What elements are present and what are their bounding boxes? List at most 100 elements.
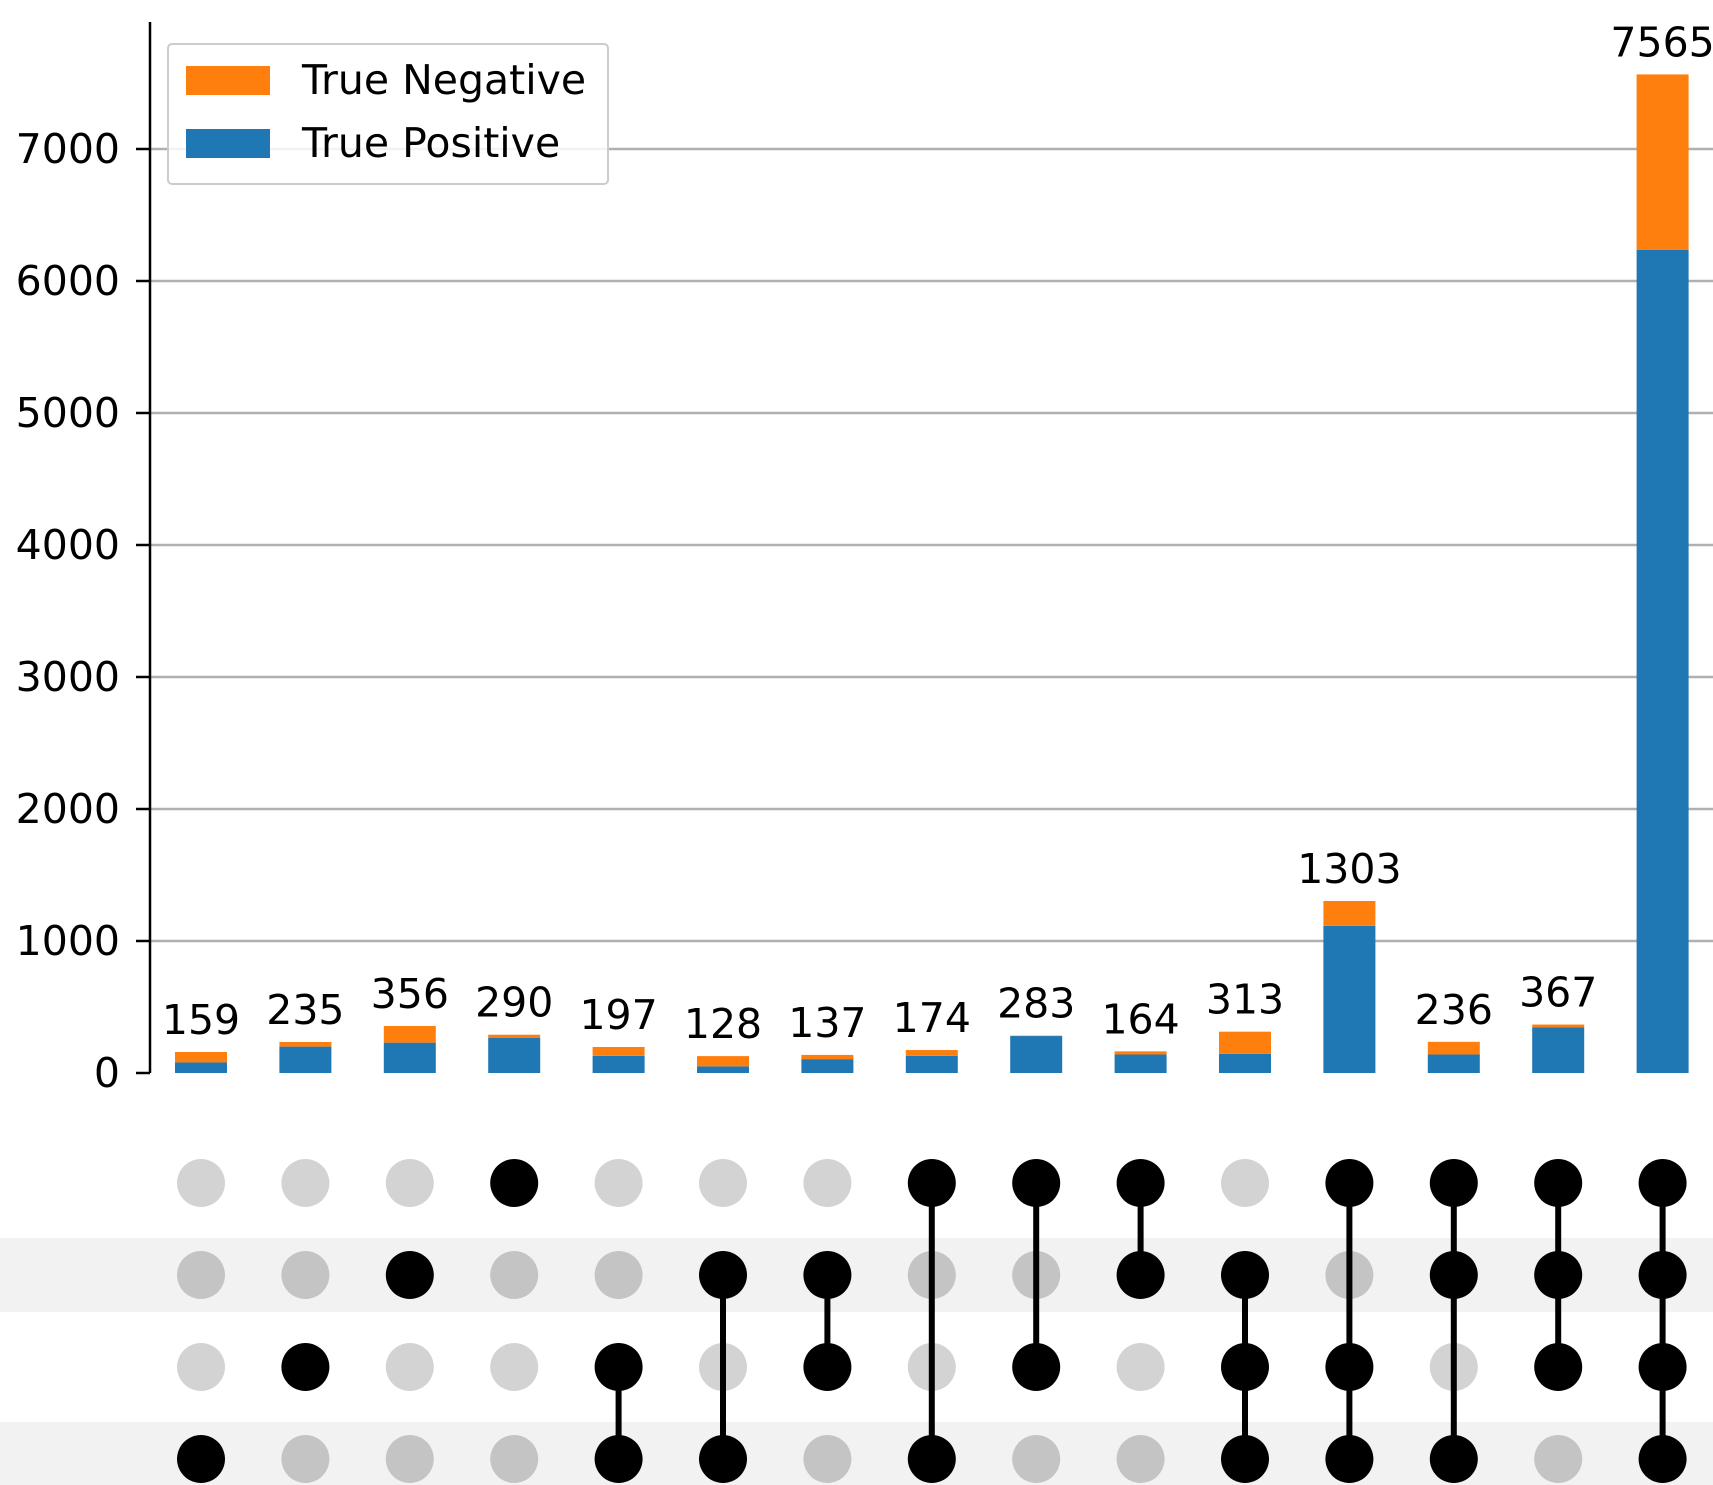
matrix-dot-active-c14-r0 xyxy=(1638,1159,1687,1207)
matrix-dot-inactive-c2-r0 xyxy=(385,1159,434,1207)
bar-true-negative-3 xyxy=(488,1034,541,1039)
matrix-dot-active-c8-r2 xyxy=(1012,1343,1061,1391)
y-axis: 0 1000 2000 3000 4000 5000 6000 7000 xyxy=(16,22,152,1097)
bar-total-label-10: 313 xyxy=(1206,976,1284,1024)
grid-lines xyxy=(150,147,1713,943)
bar-true-negative-2 xyxy=(383,1026,436,1043)
matrix-dot-inactive-c3-r3 xyxy=(490,1435,539,1483)
matrix-dot-inactive-c2-r2 xyxy=(385,1343,434,1391)
y-tick-label-2000: 2000 xyxy=(16,785,120,833)
bar-true-negative-13 xyxy=(1532,1024,1585,1028)
bar-true-positive-14 xyxy=(1636,249,1689,1074)
bar-total-label-8: 283 xyxy=(997,980,1075,1028)
matrix-dot-active-c3-r0 xyxy=(490,1159,539,1207)
matrix-dot-inactive-c1-r3 xyxy=(281,1435,330,1483)
bar-true-positive-2 xyxy=(383,1042,436,1073)
matrix-dot-inactive-c6-r0 xyxy=(803,1159,852,1207)
bar-true-positive-12 xyxy=(1427,1054,1480,1073)
legend-label-true-negative: True Negative xyxy=(301,56,586,104)
matrix-dot-inactive-c5-r0 xyxy=(699,1159,747,1207)
bar-true-negative-7 xyxy=(905,1050,958,1056)
matrix-dot-inactive-c3-r2 xyxy=(490,1343,539,1391)
bars xyxy=(175,74,1689,1074)
matrix-dot-active-c11-r3 xyxy=(1325,1435,1374,1483)
y-tick-label-0: 0 xyxy=(94,1049,120,1097)
matrix-dot-inactive-c4-r0 xyxy=(594,1159,643,1207)
matrix-dot-inactive-c3-r1 xyxy=(490,1251,539,1299)
y-tick-label-1000: 1000 xyxy=(16,917,120,965)
matrix-dot-active-c11-r0 xyxy=(1325,1159,1374,1207)
legend-swatch-true-positive xyxy=(186,129,270,158)
bar-true-positive-9 xyxy=(1114,1054,1167,1073)
matrix-dot-active-c14-r3 xyxy=(1638,1435,1687,1483)
bar-true-negative-12 xyxy=(1427,1041,1480,1055)
bar-total-label-12: 236 xyxy=(1415,986,1493,1034)
bar-total-label-3: 290 xyxy=(475,979,553,1027)
legend-frame xyxy=(167,43,609,185)
bar-total-label-1: 235 xyxy=(266,986,344,1034)
matrix-dot-active-c10-r1 xyxy=(1221,1251,1269,1299)
matrix-dot-active-c14-r2 xyxy=(1638,1343,1687,1391)
bar-true-positive-4 xyxy=(592,1055,645,1073)
bar-true-positive-13 xyxy=(1532,1027,1585,1073)
y-tick-label-4000: 4000 xyxy=(16,521,120,569)
bar-total-label-13: 367 xyxy=(1519,969,1597,1017)
matrix-dot-active-c7-r0 xyxy=(907,1159,956,1207)
bar-true-negative-14 xyxy=(1636,74,1689,250)
matrix-dot-inactive-c0-r2 xyxy=(177,1343,225,1391)
matrix-dot-inactive-c13-r3 xyxy=(1534,1435,1583,1483)
y-tick-label-5000: 5000 xyxy=(16,389,120,437)
matrix-dot-inactive-c6-r3 xyxy=(803,1435,852,1483)
matrix-dot-active-c13-r1 xyxy=(1534,1251,1583,1299)
bar-total-label-14: 7565 xyxy=(1610,18,1713,66)
matrix-dot-inactive-c8-r3 xyxy=(1012,1435,1061,1483)
bar-true-positive-8 xyxy=(1010,1036,1063,1073)
bar-total-label-0: 159 xyxy=(162,996,240,1044)
bar-true-negative-1 xyxy=(279,1041,332,1047)
matrix-dot-active-c7-r3 xyxy=(907,1435,956,1483)
legend-swatch-true-negative xyxy=(186,66,270,95)
matrix-dot-active-c11-r2 xyxy=(1325,1343,1374,1391)
matrix-dot-inactive-c0-r0 xyxy=(177,1159,225,1207)
matrix-dot-inactive-c2-r3 xyxy=(385,1435,434,1483)
bar-true-positive-6 xyxy=(801,1059,854,1073)
matrix-dot-active-c9-r1 xyxy=(1116,1251,1165,1299)
y-tick-label-7000: 7000 xyxy=(16,125,120,173)
bar-true-positive-3 xyxy=(488,1038,541,1073)
bar-true-negative-6 xyxy=(801,1054,854,1060)
matrix-dot-active-c5-r3 xyxy=(699,1435,747,1483)
bar-total-label-2: 356 xyxy=(371,970,449,1018)
matrix-dot-inactive-c4-r1 xyxy=(594,1251,643,1299)
matrix-dot-active-c4-r2 xyxy=(594,1343,643,1391)
matrix-dot-active-c10-r2 xyxy=(1221,1343,1269,1391)
matrix-dot-active-c12-r3 xyxy=(1429,1435,1478,1483)
bar-true-negative-5 xyxy=(697,1056,749,1067)
bar-true-negative-9 xyxy=(1114,1051,1167,1055)
matrix-dot-inactive-c1-r1 xyxy=(281,1251,330,1299)
matrix-dot-active-c12-r0 xyxy=(1429,1159,1478,1207)
bar-true-positive-5 xyxy=(697,1066,749,1073)
matrix-dot-inactive-c9-r3 xyxy=(1116,1435,1165,1483)
y-tick-label-3000: 3000 xyxy=(16,653,120,701)
bar-total-label-9: 164 xyxy=(1101,995,1179,1043)
matrix-dot-active-c12-r1 xyxy=(1429,1251,1478,1299)
bar-total-labels: 159 235 356 290 197 128 137 174 283 164 313 1303 236… xyxy=(162,18,1713,1048)
bar-true-negative-11 xyxy=(1323,901,1376,926)
matrix-dot-active-c13-r0 xyxy=(1534,1159,1583,1207)
membership-matrix xyxy=(177,1159,1687,1483)
matrix-dot-inactive-c0-r1 xyxy=(177,1251,225,1299)
legend: True Negative True Positive xyxy=(167,43,609,185)
matrix-row-bands xyxy=(0,1238,1713,1485)
bar-true-positive-1 xyxy=(279,1046,332,1073)
matrix-dot-inactive-c9-r2 xyxy=(1116,1343,1165,1391)
matrix-dot-active-c13-r2 xyxy=(1534,1343,1583,1391)
bar-true-positive-11 xyxy=(1323,925,1376,1073)
matrix-dot-active-c8-r0 xyxy=(1012,1159,1061,1207)
bar-true-positive-7 xyxy=(905,1055,958,1073)
matrix-dot-active-c10-r3 xyxy=(1221,1435,1269,1483)
matrix-dot-active-c14-r1 xyxy=(1638,1251,1687,1299)
matrix-dot-inactive-c10-r0 xyxy=(1221,1159,1269,1207)
bar-true-negative-4 xyxy=(592,1046,645,1056)
matrix-dot-active-c0-r3 xyxy=(177,1435,225,1483)
